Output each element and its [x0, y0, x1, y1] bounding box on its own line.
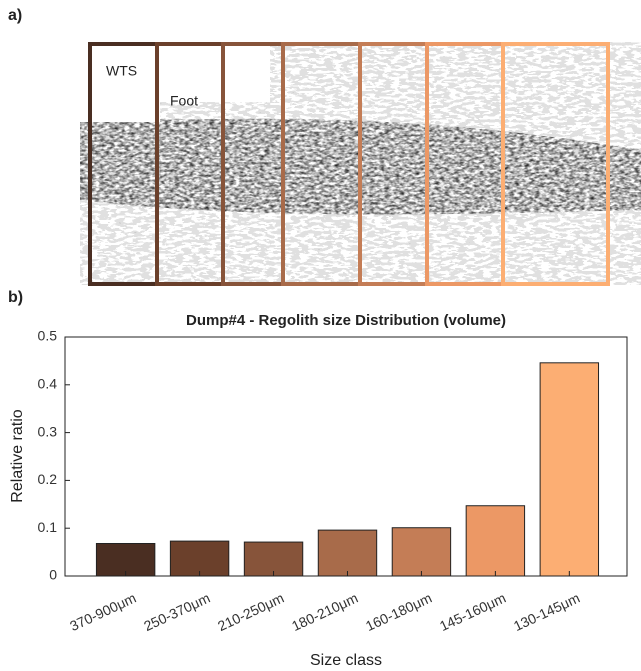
panel-label: b) [8, 289, 23, 306]
x-tick-label: 210-250μm [215, 590, 286, 635]
x-axis-label: Size class [310, 652, 382, 669]
bar [391, 527, 452, 577]
bar [317, 529, 378, 577]
x-tick-label: 370-900μm [67, 590, 138, 635]
x-tick-label: 180-210μm [289, 590, 360, 635]
y-tick-label: 0 [49, 567, 57, 583]
y-tick-label: 0.3 [38, 423, 58, 439]
x-tick-label: 160-180μm [363, 590, 434, 635]
bar [95, 542, 156, 577]
bar [243, 541, 304, 577]
y-tick-label: 0.2 [38, 471, 58, 487]
y-axis-label: Relative ratio [9, 409, 26, 502]
bar [465, 505, 526, 577]
chart-title: Dump#4 - Regolith size Distribution (vol… [186, 312, 506, 329]
panel-label: a) [8, 7, 22, 24]
bar [539, 362, 600, 577]
bar [169, 540, 230, 577]
size-frame [501, 42, 610, 286]
y-tick-label: 0.5 [38, 328, 58, 344]
x-tick-label: 145-160μm [437, 590, 508, 635]
x-tick-label: 250-370μm [141, 590, 212, 635]
size-frames [88, 42, 610, 286]
image-label: WTS [106, 63, 137, 79]
y-tick-label: 0.1 [38, 519, 58, 535]
y-tick-label: 0.4 [38, 376, 58, 392]
image-label: Foot [170, 93, 198, 109]
x-tick-label: 130-145μm [511, 590, 582, 635]
